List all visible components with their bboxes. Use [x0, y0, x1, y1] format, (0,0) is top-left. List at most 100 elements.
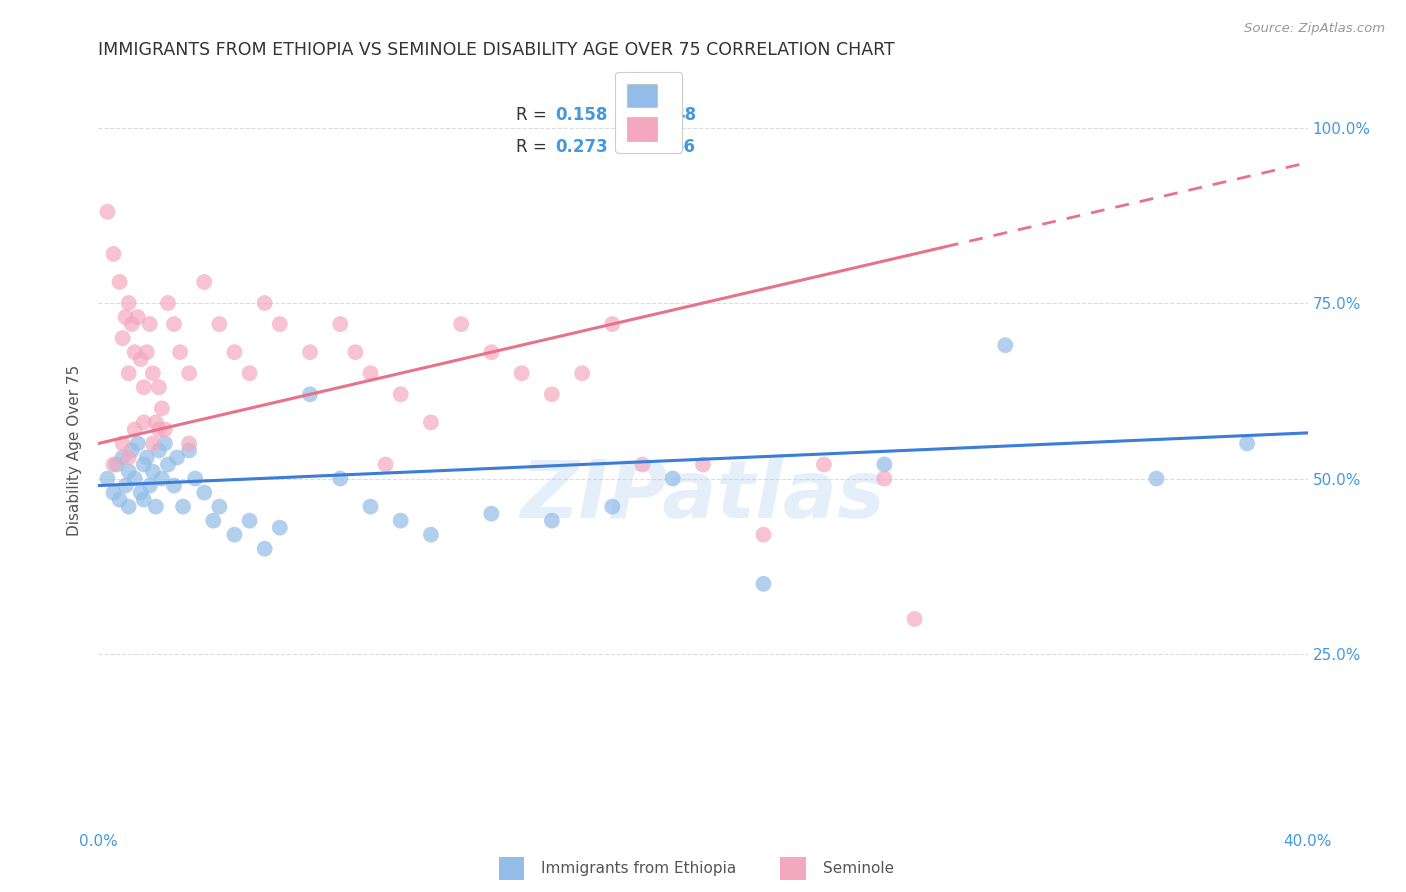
Point — [208, 500, 231, 514]
Point — [904, 612, 927, 626]
Point — [121, 317, 143, 331]
Point — [571, 366, 593, 380]
Point — [132, 458, 155, 472]
Point — [224, 527, 246, 541]
Point — [150, 471, 173, 485]
Point — [153, 422, 176, 436]
Point — [329, 317, 352, 331]
Point — [118, 500, 141, 514]
Point — [299, 387, 322, 401]
Point — [111, 331, 134, 345]
Point — [118, 296, 141, 310]
Text: 48: 48 — [672, 106, 696, 124]
Point — [172, 500, 194, 514]
Text: ZIPatlas: ZIPatlas — [520, 457, 886, 535]
Point — [114, 478, 136, 492]
Point — [253, 541, 276, 556]
Point — [139, 317, 162, 331]
Text: Source: ZipAtlas.com: Source: ZipAtlas.com — [1244, 22, 1385, 36]
Point — [169, 345, 191, 359]
Point — [96, 204, 118, 219]
Point — [540, 514, 562, 528]
Point — [127, 310, 149, 324]
Point — [269, 317, 291, 331]
Point — [184, 471, 207, 485]
Point — [132, 492, 155, 507]
Point — [450, 317, 472, 331]
Text: R =: R = — [516, 106, 551, 124]
Point — [118, 366, 141, 380]
Point — [420, 527, 443, 541]
Point — [118, 450, 141, 465]
Point — [692, 458, 714, 472]
Point — [129, 485, 152, 500]
Text: Seminole: Seminole — [823, 862, 894, 876]
Point — [103, 485, 125, 500]
Point — [299, 345, 322, 359]
Point — [253, 296, 276, 310]
Point — [132, 416, 155, 430]
Point — [540, 387, 562, 401]
Point — [105, 458, 128, 472]
Point — [118, 465, 141, 479]
Point — [269, 521, 291, 535]
Point — [145, 500, 167, 514]
Legend: , : , — [616, 72, 682, 153]
Point — [103, 247, 125, 261]
Point — [142, 465, 165, 479]
Point — [239, 514, 262, 528]
Point — [873, 471, 896, 485]
Text: 0.273: 0.273 — [555, 138, 609, 156]
Point — [111, 436, 134, 450]
Point — [631, 458, 654, 472]
Point — [124, 345, 146, 359]
Point — [420, 416, 443, 430]
Point — [389, 514, 412, 528]
Point — [156, 458, 179, 472]
Point — [239, 366, 262, 380]
Point — [360, 366, 382, 380]
Point — [752, 577, 775, 591]
Point — [142, 436, 165, 450]
Point — [193, 485, 215, 500]
Point — [208, 317, 231, 331]
Point — [813, 458, 835, 472]
Text: Immigrants from Ethiopia: Immigrants from Ethiopia — [541, 862, 737, 876]
Point — [873, 458, 896, 472]
Point — [139, 478, 162, 492]
Point — [166, 450, 188, 465]
Point — [129, 352, 152, 367]
Point — [96, 471, 118, 485]
Point — [329, 471, 352, 485]
Point — [132, 380, 155, 394]
Point — [111, 450, 134, 465]
Text: N =: N = — [624, 106, 672, 124]
Point — [114, 310, 136, 324]
Text: R =: R = — [516, 138, 551, 156]
Point — [121, 443, 143, 458]
Point — [661, 471, 683, 485]
Point — [481, 507, 503, 521]
Point — [163, 317, 186, 331]
Point — [148, 380, 170, 394]
Point — [153, 436, 176, 450]
Point — [602, 500, 624, 514]
Point — [360, 500, 382, 514]
Point — [202, 514, 225, 528]
Point — [148, 422, 170, 436]
Y-axis label: Disability Age Over 75: Disability Age Over 75 — [67, 365, 83, 536]
Point — [108, 492, 131, 507]
Point — [124, 471, 146, 485]
Text: 56: 56 — [672, 138, 696, 156]
Point — [602, 317, 624, 331]
Text: N =: N = — [624, 138, 672, 156]
Point — [135, 345, 157, 359]
Point — [374, 458, 396, 472]
Point — [148, 443, 170, 458]
Point — [752, 527, 775, 541]
Text: 0.158: 0.158 — [555, 106, 607, 124]
Text: IMMIGRANTS FROM ETHIOPIA VS SEMINOLE DISABILITY AGE OVER 75 CORRELATION CHART: IMMIGRANTS FROM ETHIOPIA VS SEMINOLE DIS… — [98, 41, 896, 59]
Point — [135, 450, 157, 465]
Point — [145, 416, 167, 430]
Point — [1146, 471, 1168, 485]
